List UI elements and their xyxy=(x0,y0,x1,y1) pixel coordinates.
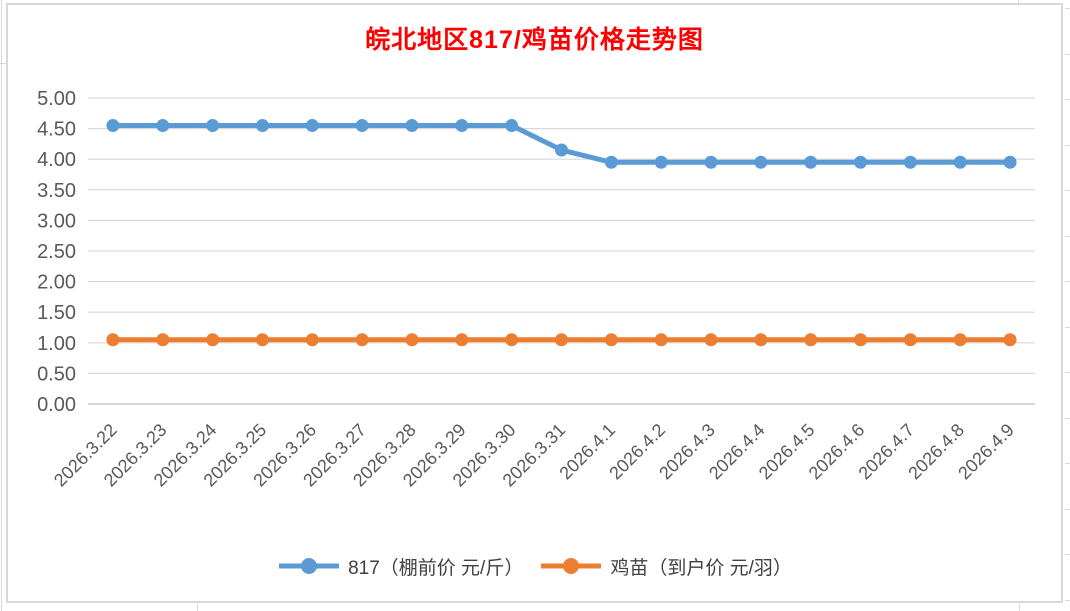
data-point-marker xyxy=(804,333,818,347)
y-tick-label: 3.00 xyxy=(37,210,76,232)
data-point-marker xyxy=(754,155,768,169)
y-tick-label: 0.00 xyxy=(37,394,76,416)
worksheet-gridline xyxy=(1,0,2,611)
data-point-marker xyxy=(255,333,269,347)
data-point-marker xyxy=(555,333,568,347)
data-point-marker xyxy=(156,333,170,347)
chart-title: 皖北地区817/鸡苗价格走势图 xyxy=(365,26,704,54)
data-point-marker xyxy=(305,119,319,133)
data-point-marker xyxy=(505,119,519,133)
data-point-marker xyxy=(704,333,718,347)
data-point-marker xyxy=(206,333,220,347)
worksheet-gridline xyxy=(1065,8,1070,9)
data-point-marker xyxy=(255,119,269,133)
worksheet-gridline xyxy=(1065,554,1070,555)
legend-label-jimiao: 鸡苗（到户价 元/羽） xyxy=(610,557,792,579)
worksheet-gridline xyxy=(1065,190,1070,191)
line-marker-icon xyxy=(279,558,340,574)
worksheet-gridline xyxy=(1019,604,1020,611)
worksheet-gridline xyxy=(1018,0,1019,3)
data-point-marker xyxy=(405,119,419,133)
data-point-marker xyxy=(106,119,120,133)
data-point-marker xyxy=(953,155,967,169)
y-tick-label: 1.00 xyxy=(37,333,76,355)
data-point-marker xyxy=(953,333,967,347)
legend-label-817: 817（棚前价 元/斤） xyxy=(348,557,524,579)
data-point-marker xyxy=(1003,333,1017,347)
y-tick-label: 4.00 xyxy=(37,149,76,171)
data-point-marker xyxy=(854,333,868,347)
worksheet-gridline xyxy=(1065,418,1070,419)
data-point-marker xyxy=(405,333,419,347)
y-tick-label: 0.50 xyxy=(37,363,76,385)
chart-legend: 817（棚前价 元/斤） 鸡苗（到户价 元/羽） xyxy=(6,549,1063,583)
x-tick-label: 2026.4.9 xyxy=(954,420,1018,484)
worksheet-gridline xyxy=(1065,463,1070,464)
data-point-marker xyxy=(704,155,718,169)
worksheet-gridline xyxy=(1065,600,1070,601)
worksheet-gridline xyxy=(0,63,6,64)
data-point-marker xyxy=(355,333,369,347)
y-tick-label: 2.50 xyxy=(37,241,76,263)
data-point-marker xyxy=(854,155,868,169)
worksheet-gridline xyxy=(1065,54,1070,55)
worksheet-gridline xyxy=(1065,509,1070,510)
y-tick-label: 1.50 xyxy=(37,302,76,324)
legend-item-jimiao: 鸡苗（到户价 元/羽） xyxy=(539,553,792,580)
y-tick-label: 3.50 xyxy=(37,180,76,202)
worksheet-gridline xyxy=(1065,372,1070,373)
data-point-marker xyxy=(355,119,369,133)
data-point-marker xyxy=(903,155,917,169)
data-point-marker xyxy=(903,333,917,347)
worksheet-gridline xyxy=(1065,236,1070,237)
data-point-marker xyxy=(156,119,170,133)
legend-item-817: 817（棚前价 元/斤） xyxy=(277,553,523,580)
line-marker-icon xyxy=(541,558,602,574)
data-point-marker xyxy=(555,143,568,157)
data-point-marker xyxy=(604,155,618,169)
worksheet-gridline xyxy=(1065,327,1070,328)
worksheet-gridline xyxy=(197,604,198,611)
worksheet-gridline xyxy=(1065,145,1070,146)
chart-area xyxy=(6,3,1063,603)
data-point-marker xyxy=(106,333,120,347)
data-point-marker xyxy=(604,333,618,347)
data-point-marker xyxy=(1003,155,1017,169)
data-point-marker xyxy=(305,333,319,347)
data-point-marker xyxy=(206,119,220,133)
data-point-marker xyxy=(754,333,768,347)
data-point-marker xyxy=(654,333,668,347)
data-point-marker xyxy=(455,119,469,133)
y-tick-label: 5.00 xyxy=(37,88,76,110)
worksheet-gridline xyxy=(1065,281,1070,282)
data-point-marker xyxy=(455,333,469,347)
data-point-marker xyxy=(804,155,818,169)
worksheet-gridline xyxy=(1065,99,1070,100)
data-point-marker xyxy=(505,333,519,347)
y-tick-label: 2.00 xyxy=(37,272,76,294)
data-point-marker xyxy=(654,155,668,169)
y-tick-label: 4.50 xyxy=(37,119,76,141)
